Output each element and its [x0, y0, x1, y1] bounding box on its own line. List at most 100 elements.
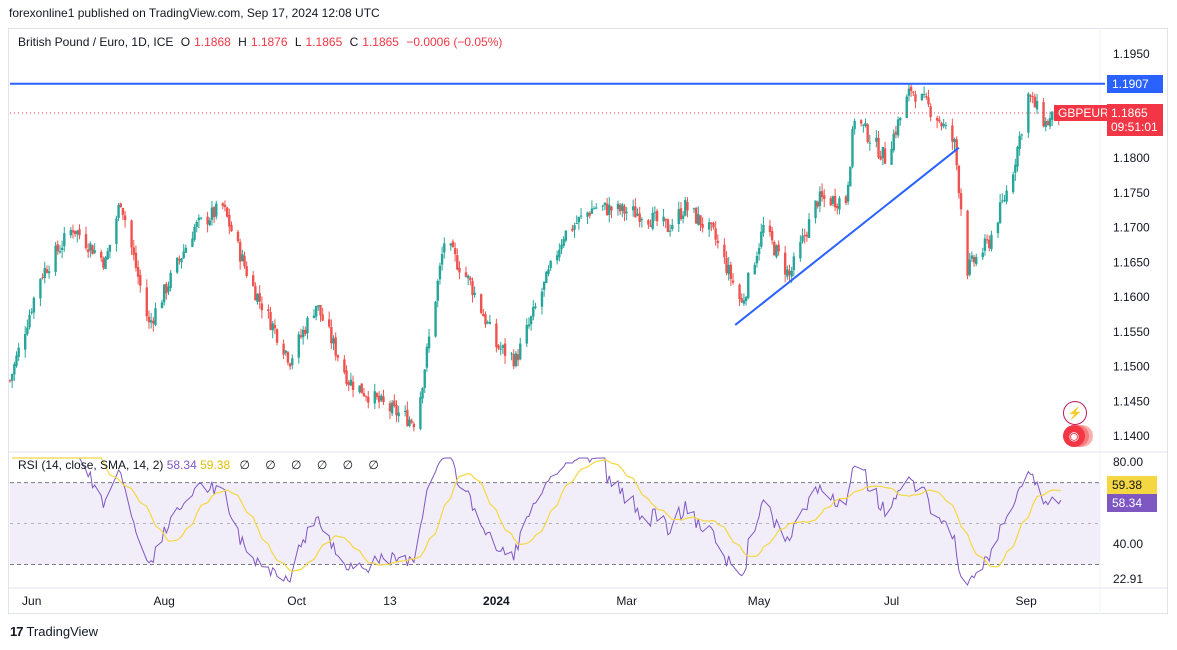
candle-body — [301, 329, 305, 338]
candle-body — [807, 219, 811, 238]
candle-body — [495, 323, 498, 348]
candle-body — [957, 165, 961, 194]
candle-body — [605, 203, 609, 215]
candle-body — [998, 202, 1002, 223]
candle-body — [10, 374, 14, 381]
candle-body — [707, 222, 711, 230]
candle-body — [671, 225, 674, 230]
candle-body — [631, 206, 635, 211]
candle-body — [909, 86, 913, 92]
candle-body — [380, 395, 383, 401]
rsi-tick-label: 80.00 — [1113, 455, 1143, 469]
candle-body — [456, 255, 459, 270]
candle-body — [336, 355, 340, 358]
candle-body — [230, 225, 233, 232]
candle-body — [215, 203, 218, 217]
candle-body — [922, 94, 926, 96]
candle-body — [801, 235, 804, 242]
candle-body — [647, 220, 650, 225]
candle-body — [686, 202, 689, 211]
candle-body — [712, 223, 715, 228]
candle-body — [938, 119, 941, 122]
candle-body — [681, 215, 685, 219]
candle-body — [701, 224, 704, 228]
candle-body — [1046, 121, 1050, 126]
time-tick-label: 13 — [383, 594, 397, 608]
candle-body — [397, 412, 400, 417]
candle-body — [762, 225, 765, 233]
candle-body — [742, 300, 746, 304]
candle-body — [306, 317, 309, 334]
candle-body — [282, 343, 285, 355]
candle-body — [608, 204, 611, 216]
last-price-badge: 1.1865 09:51:01 — [1107, 104, 1163, 136]
candle-body — [349, 379, 353, 386]
candle-body — [590, 208, 594, 214]
candle-body — [925, 96, 928, 98]
candle-body — [121, 207, 125, 215]
candle-body — [501, 345, 505, 348]
candle-body — [425, 346, 429, 368]
candle-body — [1005, 190, 1008, 202]
candle-body — [770, 230, 774, 241]
candle-body — [588, 212, 591, 216]
rsi-title[interactable]: RSI (14, close, SMA, 14, 2) — [18, 458, 164, 472]
candle-body — [818, 191, 822, 206]
open-value: 1.1868 — [194, 35, 231, 49]
candle-body — [471, 281, 474, 296]
candle-body — [868, 142, 872, 144]
price-tick-label: 1.1700 — [1113, 221, 1150, 235]
candle-body — [258, 293, 261, 302]
candle-body — [99, 252, 103, 258]
candle-body — [555, 255, 559, 261]
candle-body — [955, 139, 958, 166]
candle-body — [47, 271, 51, 274]
candle-body — [777, 244, 780, 252]
candle-body — [86, 249, 90, 253]
rsi-legend: RSI (14, close, SMA, 14, 2) 58.34 59.38 … — [18, 458, 385, 472]
candle-body — [436, 280, 439, 301]
candle-body — [558, 249, 561, 258]
candle-body — [592, 208, 596, 210]
candle-body — [684, 200, 687, 216]
candle-body — [985, 239, 989, 241]
events-icon[interactable]: ◉ — [1063, 425, 1085, 447]
candle-body — [983, 238, 987, 251]
candle-body — [534, 306, 537, 308]
lightning-icon[interactable]: ⚡ — [1063, 401, 1087, 425]
symbol-badge[interactable]: GBPEUR — [1054, 105, 1113, 121]
candle-body — [1042, 102, 1045, 127]
candle-body — [208, 220, 211, 225]
symbol-title[interactable]: British Pound / Euro, 1D, ICE — [18, 35, 174, 49]
tradingview-logo[interactable]: 17 TradingView — [10, 624, 98, 639]
candle-body — [738, 284, 741, 300]
candle-body — [540, 291, 544, 307]
candle-body — [312, 315, 316, 318]
candle-body — [73, 230, 77, 234]
candle-body — [162, 284, 166, 303]
candle-body — [160, 302, 164, 309]
candle-body — [147, 316, 151, 323]
candle-body — [117, 204, 120, 218]
candle-body — [981, 252, 984, 258]
candle-body — [182, 251, 185, 259]
resistance-price-badge: 1.1907 — [1107, 75, 1163, 93]
change-value: −0.0006 (−0.05%) — [406, 35, 503, 49]
countdown: 09:51:01 — [1111, 120, 1158, 134]
candle-body — [1048, 118, 1052, 127]
price-tick-label: 1.1550 — [1113, 325, 1150, 339]
candle-body — [668, 230, 672, 232]
candle-body — [972, 257, 976, 263]
close-label: C — [349, 35, 359, 49]
candle-body — [58, 251, 62, 253]
candle-body — [269, 311, 272, 330]
candle-body — [792, 256, 796, 271]
candle-body — [697, 214, 700, 225]
candle-body — [332, 338, 335, 344]
candle-body — [920, 93, 924, 101]
candle-body — [859, 120, 863, 124]
close-value: 1.1865 — [362, 35, 399, 49]
rsi-tick-label: 40.00 — [1113, 537, 1143, 551]
candle-body — [317, 305, 320, 307]
